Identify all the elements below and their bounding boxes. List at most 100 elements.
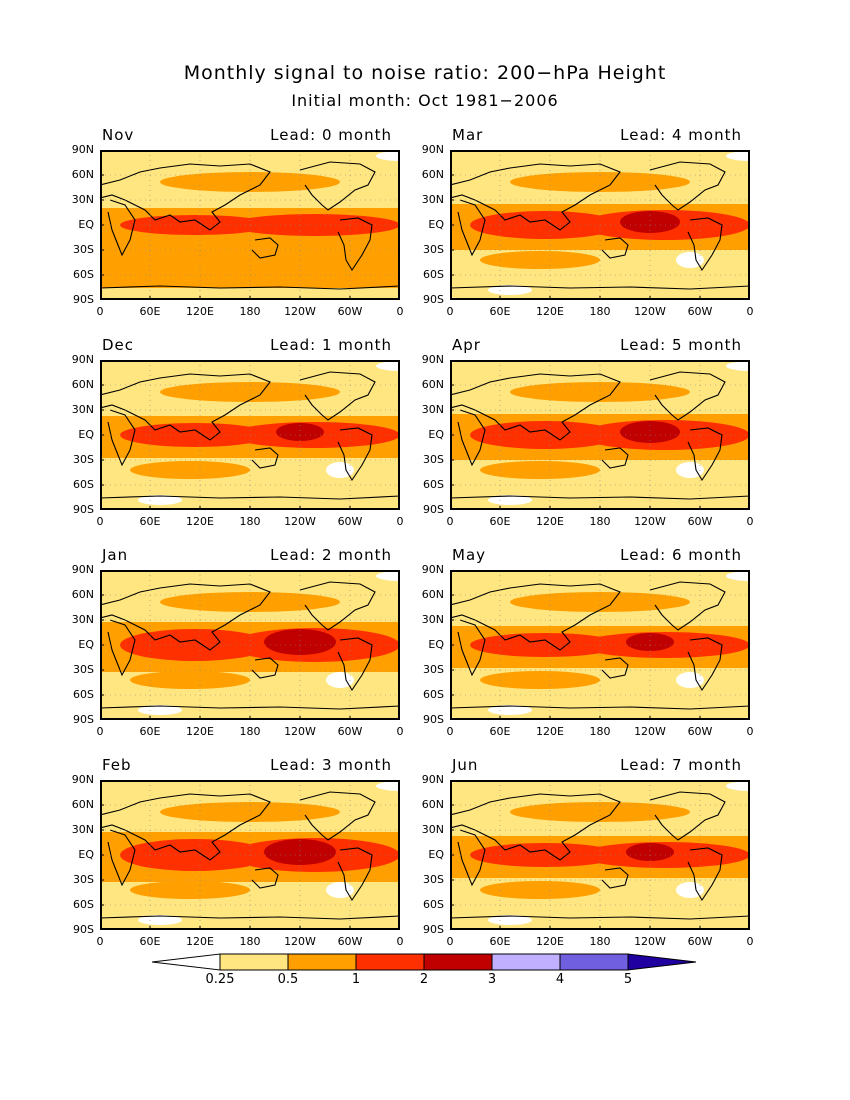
x-tick-label: 180	[239, 725, 261, 738]
map-field	[100, 360, 400, 510]
nh-midlat-signal	[510, 172, 690, 192]
x-tick-label: 0	[396, 725, 404, 738]
low-signal-patch	[676, 252, 704, 268]
x-tick-label: 120E	[536, 935, 564, 948]
x-tick-label: 120E	[536, 515, 564, 528]
x-tick-label: 120W	[284, 725, 316, 738]
y-tick-label: 60N	[421, 378, 444, 391]
panel-month-label: May	[452, 546, 487, 564]
coastline-segment	[687, 637, 723, 692]
y-tick-label: EQ	[78, 218, 94, 231]
coastline-segment	[450, 285, 750, 290]
y-tick-label: 30N	[421, 193, 444, 206]
map-panel-feb: Feb Lead: 3 month 90N 60N 30N EQ 30S 60S 90S 0 60E…	[72, 756, 404, 948]
coastline-segment	[251, 657, 279, 679]
x-tick-label: 120E	[186, 935, 214, 948]
y-tick-label: 90S	[423, 293, 444, 306]
y-tick-label: 60N	[421, 168, 444, 181]
coastlines	[450, 161, 750, 290]
map-panel-nov: Nov Lead: 0 month 90N 60N 30N EQ 30S 60S 90S 0 60E…	[72, 126, 404, 318]
coastline-segment	[337, 427, 373, 482]
map-field	[100, 570, 400, 720]
panel-lead-label: Lead: 0 month	[270, 126, 392, 144]
coastline-segment	[601, 867, 629, 889]
coastline-segment	[107, 409, 136, 467]
coastline-segment	[337, 217, 373, 272]
map-field	[450, 780, 750, 930]
coastline-segment	[299, 161, 376, 211]
colorbar-low-extension	[152, 953, 221, 971]
nh-midlat-signal	[160, 592, 340, 612]
nh-midlat-signal	[510, 382, 690, 402]
figure-title: Monthly signal to noise ratio: 200−hPa H…	[183, 62, 667, 84]
coastline-segment	[100, 793, 271, 861]
low-signal-arctic	[726, 361, 750, 371]
x-tick-label: 120W	[634, 515, 666, 528]
x-tick-label: 0	[396, 935, 404, 948]
colorbar-segment	[491, 953, 561, 971]
x-tick-label: 0	[746, 515, 754, 528]
y-tick-label: 60S	[423, 268, 444, 281]
y-tick-label: 90S	[73, 923, 94, 936]
y-tick-label: 30S	[423, 453, 444, 466]
panel-lead-label: Lead: 3 month	[270, 756, 392, 774]
low-signal-south	[488, 285, 532, 295]
y-tick-label: 30S	[73, 243, 94, 256]
x-tick-label: 120W	[284, 935, 316, 948]
low-signal-patch	[676, 462, 704, 478]
central-pacific-max	[620, 421, 680, 443]
colorbar-label: 0.5	[277, 972, 299, 987]
x-tick-label: 180	[589, 725, 611, 738]
coastline-segment	[649, 371, 726, 421]
coastline-segment	[649, 791, 726, 841]
x-tick-label: 0	[446, 725, 454, 738]
nh-midlat-signal	[160, 382, 340, 402]
coastline-segment	[450, 163, 621, 231]
x-tick-label: 120W	[634, 305, 666, 318]
y-tick-label: 60S	[73, 898, 94, 911]
coastline-segment	[100, 583, 271, 651]
y-tick-label: 60S	[73, 268, 94, 281]
low-signal-patch	[326, 882, 354, 898]
map-field	[450, 570, 750, 720]
x-tick-label: 180	[239, 935, 261, 948]
x-tick-label: 60W	[337, 515, 363, 528]
x-tick-label: 60E	[489, 935, 511, 948]
coastline-segment	[107, 829, 136, 887]
colorbar-segment	[559, 953, 629, 971]
y-tick-label: 60S	[423, 898, 444, 911]
panel-month-label: Jun	[452, 756, 479, 774]
map-panel-jan: Jan Lead: 2 month 90N 60N 30N EQ 30S 60S 90S 0 60E…	[72, 546, 404, 738]
y-tick-label: EQ	[78, 638, 94, 651]
colorbar-label: 2	[419, 972, 429, 987]
coastline-segment	[251, 867, 279, 889]
coastline-segment	[457, 199, 486, 257]
colorbar-label: 3	[487, 972, 497, 987]
panel-lead-label: Lead: 5 month	[620, 336, 742, 354]
x-tick-label: 0	[746, 935, 754, 948]
panel-month-label: Dec	[102, 336, 135, 354]
y-tick-label: 60S	[73, 688, 94, 701]
y-tick-label: 90S	[73, 503, 94, 516]
colorbar-segment	[423, 953, 493, 971]
y-tick-label: 90N	[71, 353, 94, 366]
coastline-segment	[450, 583, 621, 651]
coastline-segment	[450, 495, 750, 500]
x-tick-label: 0	[96, 515, 104, 528]
y-tick-label: 60N	[71, 798, 94, 811]
y-tick-label: EQ	[428, 428, 444, 441]
coastline-segment	[107, 199, 136, 257]
x-tick-label: 180	[589, 515, 611, 528]
coastline-segment	[457, 409, 486, 467]
map-panel-apr: Apr Lead: 5 month 90N 60N 30N EQ 30S 60S 90S 0 60E…	[422, 336, 754, 528]
y-tick-label: 90N	[71, 143, 94, 156]
coastline-segment	[649, 581, 726, 631]
low-signal-arctic	[376, 151, 400, 161]
coastline-segment	[100, 915, 400, 920]
panel-month-label: Feb	[102, 756, 132, 774]
panel-month-label: Nov	[102, 126, 135, 144]
x-tick-label: 0	[446, 305, 454, 318]
y-tick-label: 30S	[73, 663, 94, 676]
panel-month-label: Mar	[452, 126, 484, 144]
coastline-segment	[337, 847, 373, 902]
